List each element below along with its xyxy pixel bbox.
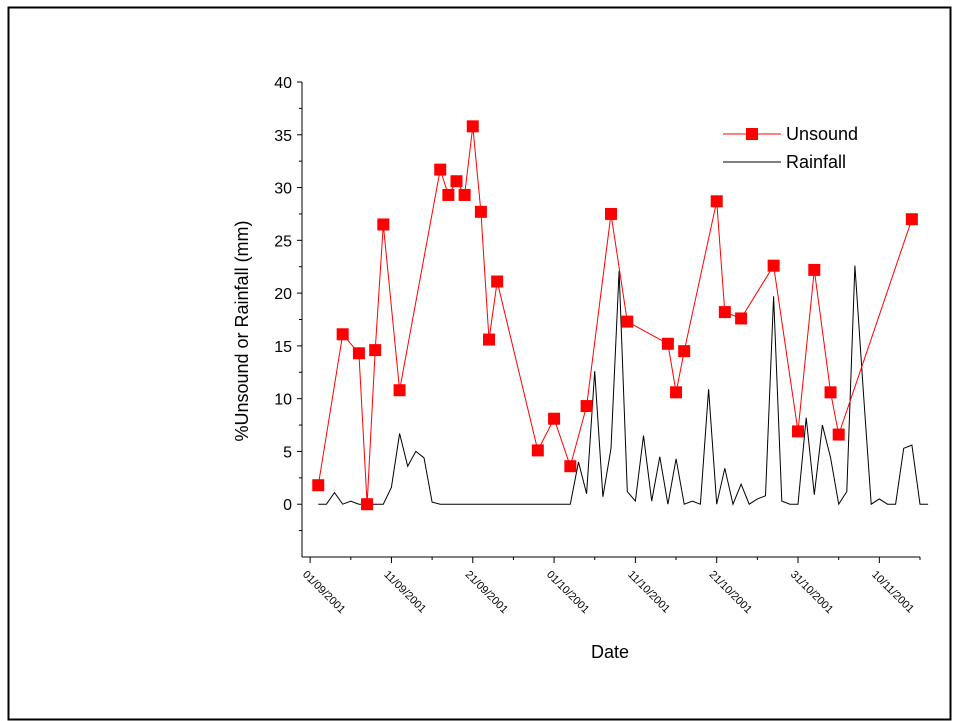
unsound-point — [458, 188, 471, 201]
unsound-point — [393, 384, 406, 397]
page-border — [7, 6, 952, 721]
y-tick-label: 30 — [274, 181, 292, 198]
unsound-point — [548, 412, 561, 425]
legend-unsound-marker — [746, 128, 758, 140]
unsound-point — [718, 306, 731, 319]
y-tick-label: 35 — [274, 128, 292, 145]
y-ticks: 0 5 10 15 20 25 30 35 40 — [274, 75, 302, 532]
unsound-point — [710, 195, 723, 208]
unsound-point — [442, 188, 455, 201]
y-tick-label: 25 — [274, 233, 292, 250]
unsound-point — [450, 175, 463, 188]
unsound-point — [491, 275, 504, 288]
unsound-point — [824, 386, 837, 399]
y-tick-label: 40 — [274, 75, 292, 92]
y-tick-label: 15 — [274, 339, 292, 356]
unsound-point — [661, 337, 674, 350]
series-layer — [312, 120, 929, 511]
unsound-point — [474, 205, 487, 218]
legend-unsound-label: Unsound — [786, 124, 858, 144]
unsound-point — [336, 328, 349, 341]
legend: Unsound Rainfall — [723, 124, 858, 172]
unsound-point — [466, 120, 479, 133]
unsound-point — [564, 460, 577, 473]
unsound-point — [767, 259, 780, 272]
unsound-point — [531, 444, 544, 457]
unsound-point — [483, 333, 496, 346]
unsound-point — [605, 207, 617, 220]
rainfall-line — [318, 265, 929, 506]
unsound-point — [792, 425, 805, 438]
unsound-point — [832, 428, 845, 441]
unsound-point — [621, 315, 634, 328]
unsound-point — [361, 498, 374, 511]
x-axis-label: Date — [591, 642, 629, 662]
unsound-point — [352, 347, 365, 360]
unsound-point — [670, 386, 683, 399]
unsound-point — [808, 263, 821, 276]
unsound-point — [434, 163, 447, 176]
y-axis-label: %Unsound or Rainfall (mm) — [232, 220, 252, 441]
y-tick-label: 20 — [274, 286, 292, 303]
unsound-point — [735, 312, 748, 325]
y-tick-label: 0 — [283, 497, 292, 514]
unsound-point — [678, 345, 691, 358]
unsound-point — [580, 400, 593, 413]
unsound-point — [905, 213, 918, 226]
y-tick-label: 10 — [274, 392, 292, 409]
legend-rainfall-label: Rainfall — [786, 152, 846, 172]
y-tick-label: 5 — [283, 444, 292, 461]
unsound-point — [312, 479, 325, 492]
unsound-point — [377, 218, 390, 231]
unsound-point — [369, 344, 382, 357]
